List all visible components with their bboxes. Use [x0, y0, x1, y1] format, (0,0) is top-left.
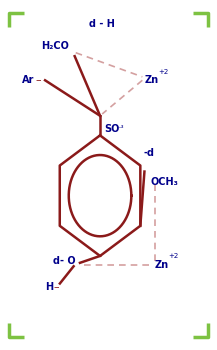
Text: Ar: Ar — [22, 75, 35, 85]
Text: ⁻³: ⁻³ — [118, 126, 125, 132]
Text: –: – — [54, 282, 60, 292]
Text: +2: +2 — [169, 253, 179, 259]
Text: d - H: d - H — [89, 19, 115, 29]
Text: Zn: Zn — [155, 260, 169, 270]
Text: –: – — [36, 75, 41, 85]
Text: H₂CO: H₂CO — [41, 41, 69, 51]
Text: OCH₃: OCH₃ — [151, 177, 179, 187]
Text: SO: SO — [104, 124, 120, 134]
Text: Zn: Zn — [145, 75, 159, 85]
Text: +2: +2 — [158, 69, 168, 75]
Text: -d: -d — [143, 148, 154, 159]
Text: d- O: d- O — [53, 256, 76, 266]
Text: H: H — [45, 282, 54, 292]
